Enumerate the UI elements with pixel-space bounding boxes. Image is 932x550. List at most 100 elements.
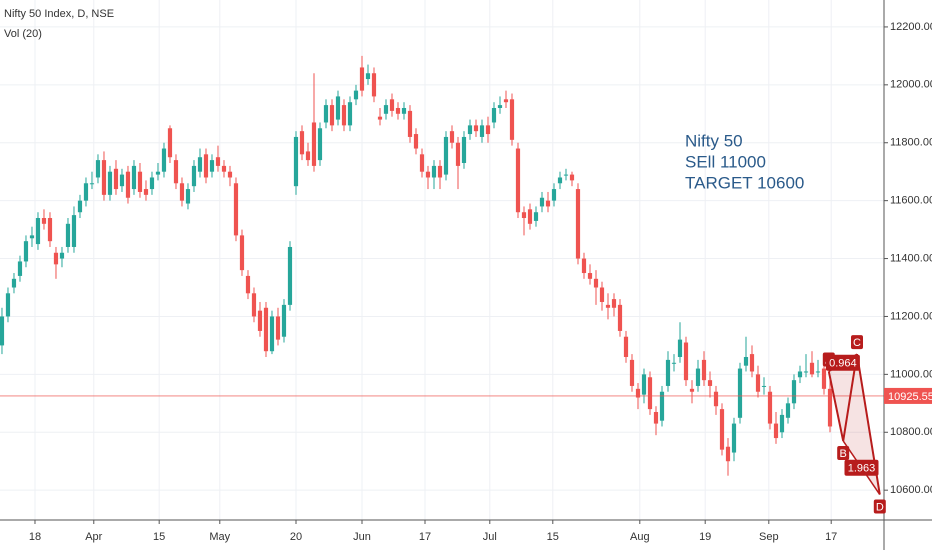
- pattern-point-box: [873, 499, 886, 514]
- candle-body: [683, 342, 689, 381]
- candle-body: [161, 148, 167, 172]
- candle-body: [77, 200, 83, 213]
- candle-body: [779, 414, 785, 433]
- indicator-label: Vol (20): [4, 28, 42, 40]
- candle-body: [29, 235, 35, 239]
- candle-body: [827, 388, 833, 427]
- candle-body: [263, 307, 269, 352]
- x-tick-label: 15: [547, 531, 559, 543]
- candle-body: [659, 391, 665, 421]
- candle-body: [377, 116, 383, 120]
- candle-body: [785, 403, 791, 418]
- candle-body: [317, 128, 323, 161]
- candle-body: [71, 215, 77, 247]
- candle-body: [143, 189, 149, 195]
- candle-body: [425, 171, 431, 178]
- candle-body: [623, 336, 629, 357]
- candle-body: [119, 174, 125, 187]
- candle-body: [791, 380, 797, 404]
- pattern-point-label: B: [840, 448, 847, 460]
- candle-body: [803, 371, 809, 373]
- candle-body: [107, 171, 113, 195]
- y-tick-label: 11600.00: [890, 195, 932, 207]
- x-tick-label: 17: [825, 531, 837, 543]
- candle-body: [359, 67, 365, 91]
- candle-body: [389, 99, 395, 111]
- ratio-box: [825, 354, 860, 371]
- candle-body: [329, 105, 335, 126]
- y-tick-label: 10600.00: [890, 484, 932, 496]
- candle-body: [113, 168, 119, 190]
- candle-body: [221, 165, 227, 172]
- candle-body: [467, 125, 473, 135]
- candle-body: [707, 380, 713, 386]
- candle-body: [599, 287, 605, 302]
- candle-body: [95, 160, 101, 178]
- candle-body: [35, 218, 41, 245]
- x-tick-label: 17: [419, 531, 431, 543]
- candle-body: [413, 134, 419, 149]
- candle-body: [665, 359, 671, 386]
- pattern-point-label: D: [876, 501, 884, 513]
- ratio-label: 0.964: [829, 358, 857, 370]
- candle-body: [395, 107, 401, 114]
- candle-body: [815, 371, 821, 373]
- last-price-box: [884, 387, 932, 404]
- x-tick-label: Jul: [483, 531, 497, 543]
- candle-body: [797, 371, 803, 378]
- candle-body: [245, 275, 251, 294]
- candle-body: [299, 131, 305, 155]
- candle-body: [437, 165, 443, 178]
- candle-body: [647, 377, 653, 410]
- candle-body: [251, 293, 257, 317]
- candle-body: [509, 99, 515, 140]
- candle-body: [0, 316, 5, 346]
- candle-body: [593, 278, 599, 288]
- candle-body: [617, 304, 623, 331]
- candle-body: [539, 197, 545, 207]
- candle-body: [125, 171, 131, 198]
- candle-body: [497, 105, 503, 108]
- candle-body: [677, 339, 683, 357]
- candle-body: [257, 310, 263, 331]
- candle-body: [581, 258, 587, 274]
- candle-body: [587, 273, 593, 279]
- pattern-point-label: C: [853, 337, 861, 349]
- candle-body: [341, 105, 347, 126]
- candle-body: [347, 102, 353, 126]
- pattern-point-box: [850, 335, 863, 350]
- x-tick-label: 20: [290, 531, 302, 543]
- candle-body: [371, 73, 377, 97]
- plot: [0, 55, 884, 495]
- candle-body: [563, 174, 569, 176]
- candle-body: [323, 105, 329, 123]
- candle-body: [821, 368, 827, 389]
- candle-body: [59, 252, 65, 259]
- annotation: SEll 11000: [685, 152, 766, 171]
- x-tick-label: 18: [29, 531, 41, 543]
- candle-body: [89, 183, 95, 185]
- candle-body: [17, 261, 23, 276]
- grid: [0, 0, 884, 520]
- candle-body: [383, 105, 389, 114]
- y-tick-label: 11200.00: [890, 310, 932, 322]
- candle-body: [311, 122, 317, 166]
- candle-body: [473, 125, 479, 132]
- candle-body: [725, 446, 731, 462]
- x-tick-label: Sep: [759, 531, 779, 543]
- candle-body: [239, 235, 245, 271]
- candle-body: [521, 212, 527, 219]
- x-tick-label: May: [209, 531, 230, 543]
- last-price-label: 10925.55: [888, 391, 932, 403]
- candle-body: [185, 189, 191, 204]
- candle-body: [455, 142, 461, 166]
- candle-body: [155, 171, 161, 175]
- candle-body: [635, 388, 641, 398]
- candle-body: [11, 278, 17, 288]
- candle-body: [743, 356, 749, 366]
- candle-body: [203, 154, 209, 178]
- candle-body: [215, 157, 221, 166]
- y-tick-label: 12000.00: [890, 79, 932, 91]
